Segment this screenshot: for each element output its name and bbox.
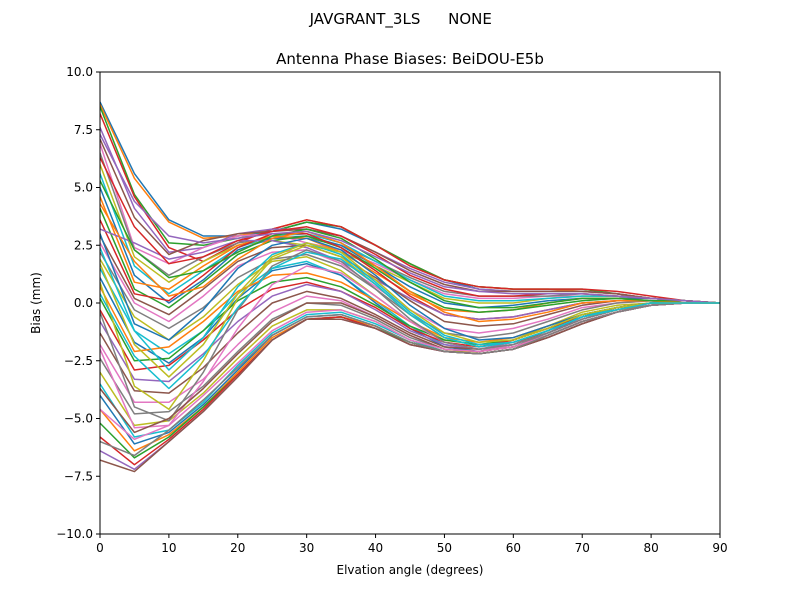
series-line-5	[100, 127, 720, 304]
x-tick-label: 40	[368, 541, 383, 555]
series-layer	[100, 101, 720, 473]
x-tick-label: 30	[299, 541, 314, 555]
series-line-48	[100, 302, 720, 457]
x-tick-label: 60	[506, 541, 521, 555]
series-line-42	[100, 203, 720, 323]
series-line-50	[100, 251, 720, 390]
y-axis: 10.0 7.5 5.0 2.5 0.0 −2.5 −5.0 −7.5 −10.0	[56, 65, 100, 541]
x-tick-label: 0	[96, 541, 104, 555]
series-line-49	[100, 242, 720, 378]
x-tick-label: 70	[575, 541, 590, 555]
y-axis-label: Bias (mm)	[29, 272, 43, 334]
y-tick-label: 7.5	[74, 123, 93, 137]
x-axis-label: Elvation angle (degrees)	[337, 563, 484, 577]
series-line-43	[100, 180, 720, 309]
y-tick-label: 10.0	[66, 65, 93, 79]
y-tick-label: 5.0	[74, 181, 93, 195]
series-line-45	[100, 134, 720, 304]
series-line-44	[100, 157, 720, 304]
x-axis: 0 10 20 30 40 50 60 70 80 90	[96, 534, 728, 555]
chart-title: Antenna Phase Biases: BeiDOU-E5b	[276, 50, 544, 68]
x-tick-label: 90	[712, 541, 727, 555]
y-tick-label: 0.0	[74, 296, 93, 310]
series-line-34	[100, 302, 720, 466]
x-tick-label: 50	[437, 541, 452, 555]
y-tick-label: −7.5	[64, 469, 93, 483]
y-tick-label: 2.5	[74, 238, 93, 252]
x-tick-label: 20	[230, 541, 245, 555]
x-tick-label: 10	[161, 541, 176, 555]
suptitle-left: JAVGRANT_3LS	[309, 10, 421, 29]
x-tick-label: 80	[643, 541, 658, 555]
series-line-6	[100, 138, 720, 304]
y-tick-label: −10.0	[56, 527, 93, 541]
y-tick-label: −2.5	[64, 354, 93, 368]
suptitle-right: NONE	[448, 10, 492, 28]
y-tick-label: −5.0	[64, 412, 93, 426]
